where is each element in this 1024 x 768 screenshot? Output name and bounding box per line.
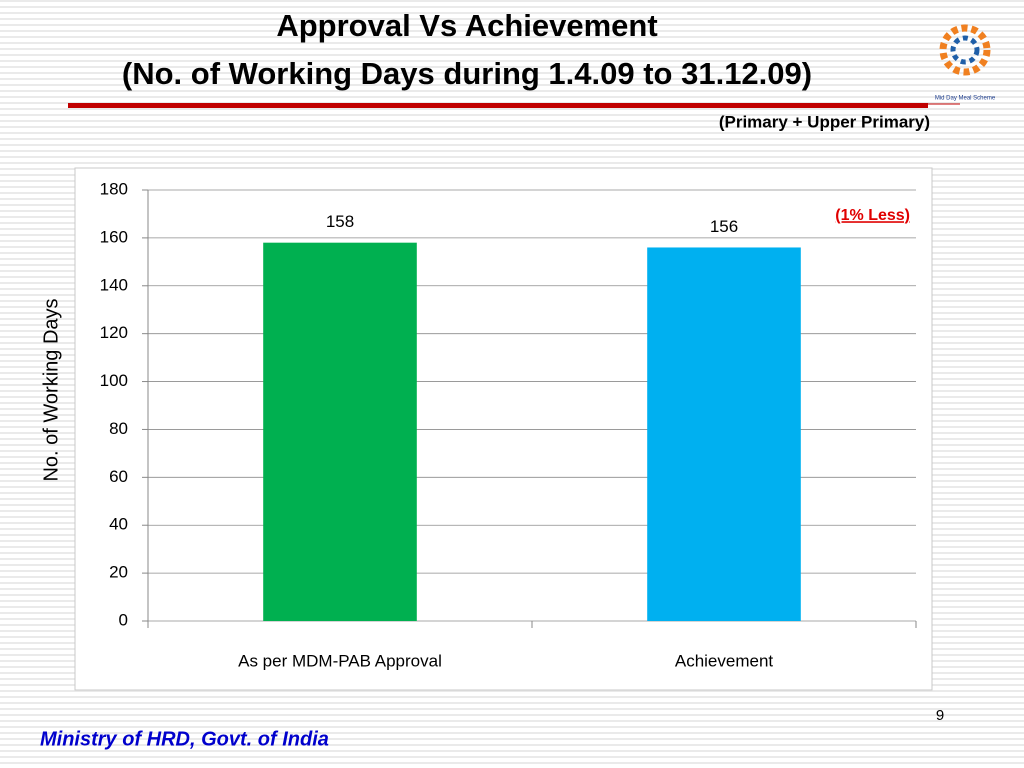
bar	[647, 247, 801, 621]
value-label: 156	[710, 217, 738, 236]
footer: Ministry of HRD, Govt. of India	[40, 728, 329, 750]
y-tick-label: 60	[109, 467, 128, 486]
logo-text: Mid Day Meal Scheme	[935, 96, 996, 102]
bar	[263, 242, 417, 621]
y-tick-label: 180	[100, 179, 128, 198]
chart-box	[74, 167, 933, 691]
annotation: (1% Less)	[835, 207, 910, 224]
y-tick-label: 80	[109, 419, 128, 438]
logo: Mid Day Meal Scheme	[935, 24, 996, 102]
x-tick-label: As per MDM-PAB Approval	[238, 651, 442, 670]
value-label: 158	[326, 212, 354, 231]
x-tick-label: Achievement	[675, 651, 774, 670]
y-tick-label: 40	[109, 515, 128, 534]
y-tick-label: 100	[100, 371, 128, 390]
logo-ring	[939, 24, 991, 76]
page-number: 9	[936, 707, 944, 724]
y-tick-label: 140	[100, 275, 128, 294]
y-tick-label: 120	[100, 323, 128, 342]
logo-ring	[950, 35, 980, 65]
y-tick-label: 0	[119, 610, 128, 629]
subtitle: (Primary + Upper Primary)	[719, 112, 930, 131]
title-rule	[68, 103, 928, 108]
y-tick-label: 20	[109, 563, 128, 582]
y-axis-title: No. of Working Days	[40, 298, 62, 481]
title-line: (No. of Working Days during 1.4.09 to 31…	[122, 56, 812, 91]
y-tick-label: 160	[100, 227, 128, 246]
title-line: Approval Vs Achievement	[276, 8, 657, 43]
